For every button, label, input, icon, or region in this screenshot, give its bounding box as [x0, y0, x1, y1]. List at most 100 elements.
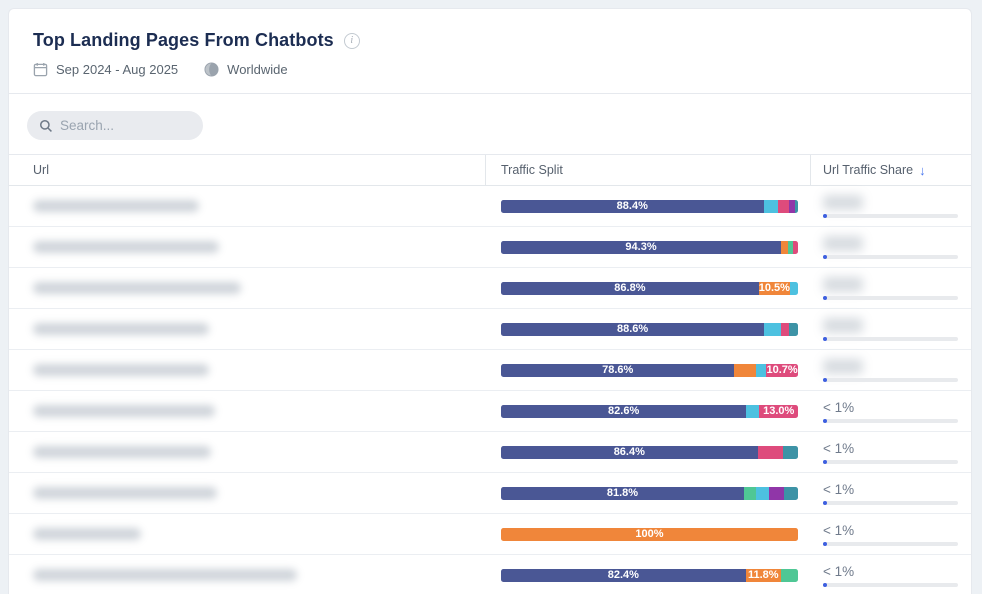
bar-segment-pink [781, 322, 790, 336]
share-progress-track [823, 254, 958, 259]
widget-card: Top Landing Pages From Chatbots i Sep 20… [8, 8, 972, 594]
bar-segment-blue: 88.4% [501, 199, 764, 213]
bar-segment-green [780, 568, 798, 582]
table-row[interactable]: 100% < 1% [9, 514, 971, 555]
url-cell[interactable] [9, 268, 486, 308]
sort-desc-icon[interactable]: ↓ [919, 162, 926, 178]
share-progress-fill [823, 582, 827, 587]
search-section [9, 94, 971, 155]
url-redacted-text [33, 323, 209, 335]
bar-segment-blue: 86.4% [501, 445, 758, 459]
bar-segment-purple [769, 486, 785, 500]
traffic-split-bar: 100% [501, 527, 798, 541]
bar-segment-blue: 94.3% [501, 240, 782, 254]
search-icon [40, 119, 52, 132]
share-progress-track [823, 295, 958, 300]
share-progress-track [823, 582, 958, 587]
url-redacted-text [33, 200, 199, 212]
bar-segment-green [743, 486, 756, 500]
share-progress-fill [823, 336, 827, 341]
table-row[interactable]: 81.8% < 1% [9, 473, 971, 514]
table-row[interactable]: 94.3% [9, 227, 971, 268]
search-box[interactable] [27, 111, 203, 140]
share-progress-fill [823, 500, 827, 505]
url-traffic-share-cell: < 1% [811, 473, 971, 513]
url-redacted-text [33, 487, 217, 499]
url-traffic-share-cell: < 1% [811, 391, 971, 431]
traffic-split-cell: 100% [486, 514, 811, 554]
column-header-traffic-split[interactable]: Traffic Split [486, 155, 811, 185]
traffic-split-bar: 82.6% 13.0% [501, 404, 798, 418]
bar-segment-green [788, 240, 793, 254]
url-cell[interactable] [9, 227, 486, 267]
bar-segment-teal [782, 445, 798, 459]
table-row[interactable]: 88.4% [9, 186, 971, 227]
url-traffic-share-cell [811, 268, 971, 308]
url-cell[interactable] [9, 391, 486, 431]
bar-segment-blue: 82.6% [501, 404, 747, 418]
bar-segment-cyan [764, 322, 782, 336]
traffic-split-bar: 78.6% 10.7% [501, 363, 798, 377]
share-progress-fill [823, 295, 827, 300]
share-progress-track [823, 500, 958, 505]
bar-segment-cyan [756, 363, 767, 377]
share-progress-fill [823, 541, 827, 546]
bar-segment-orange [734, 363, 757, 377]
table-row[interactable]: 86.8% 10.5% [9, 268, 971, 309]
share-value-redacted [823, 235, 863, 251]
url-redacted-text [33, 364, 209, 376]
url-cell[interactable] [9, 555, 486, 594]
url-cell[interactable] [9, 350, 486, 390]
traffic-split-cell: 86.8% 10.5% [486, 268, 811, 308]
share-value-redacted [823, 317, 863, 333]
url-cell[interactable] [9, 309, 486, 349]
table-body: 88.4% 94.3% 86.8% 10.5% [9, 186, 971, 594]
bar-segment-orange: 11.8% [745, 568, 781, 582]
share-value: < 1% [823, 481, 855, 497]
table-row[interactable]: 86.4% < 1% [9, 432, 971, 473]
url-traffic-share-cell [811, 309, 971, 349]
bar-segment-cyan [763, 199, 778, 213]
share-progress-track [823, 377, 958, 382]
table-row[interactable]: 82.4% 11.8% < 1% [9, 555, 971, 594]
region-label[interactable]: Worldwide [227, 62, 288, 77]
table-row[interactable]: 82.6% 13.0% < 1% [9, 391, 971, 432]
traffic-split-cell: 78.6% 10.7% [486, 350, 811, 390]
bar-segment-pink: 13.0% [759, 404, 798, 418]
column-header-url[interactable]: Url [9, 155, 486, 185]
bar-segment-pink [792, 240, 798, 254]
url-cell[interactable] [9, 186, 486, 226]
url-cell[interactable] [9, 473, 486, 513]
traffic-split-bar: 81.8% [501, 486, 798, 500]
share-progress-fill [823, 418, 827, 423]
page-title: Top Landing Pages From Chatbots [33, 30, 334, 50]
traffic-split-cell: 88.6% [486, 309, 811, 349]
traffic-split-cell: 82.6% 13.0% [486, 391, 811, 431]
url-traffic-share-cell [811, 227, 971, 267]
table-row[interactable]: 88.6% [9, 309, 971, 350]
search-input[interactable] [60, 118, 191, 133]
bar-segment-teal [795, 199, 798, 213]
url-redacted-text [33, 282, 241, 294]
url-cell[interactable] [9, 514, 486, 554]
url-redacted-text [33, 405, 215, 417]
share-value: < 1% [823, 522, 855, 538]
share-value-redacted [823, 358, 863, 374]
traffic-split-cell: 82.4% 11.8% [486, 555, 811, 594]
url-cell[interactable] [9, 432, 486, 472]
bar-segment-purple [789, 199, 796, 213]
bar-segment-blue: 78.6% [501, 363, 735, 377]
traffic-split-bar: 82.4% 11.8% [501, 568, 798, 582]
info-icon[interactable]: i [343, 32, 360, 49]
column-header-url-traffic-share[interactable]: Url Traffic Share ↓ [823, 162, 926, 178]
traffic-split-cell: 88.4% [486, 186, 811, 226]
share-progress-fill [823, 377, 827, 382]
table-row[interactable]: 78.6% 10.7% [9, 350, 971, 391]
date-range[interactable]: Sep 2024 - Aug 2025 [56, 62, 179, 77]
url-redacted-text [33, 241, 219, 253]
share-value-redacted [823, 276, 863, 292]
url-traffic-share-cell [811, 186, 971, 226]
traffic-split-bar: 86.4% [501, 445, 798, 459]
bar-segment-orange: 10.5% [758, 281, 790, 295]
traffic-split-cell: 81.8% [486, 473, 811, 513]
